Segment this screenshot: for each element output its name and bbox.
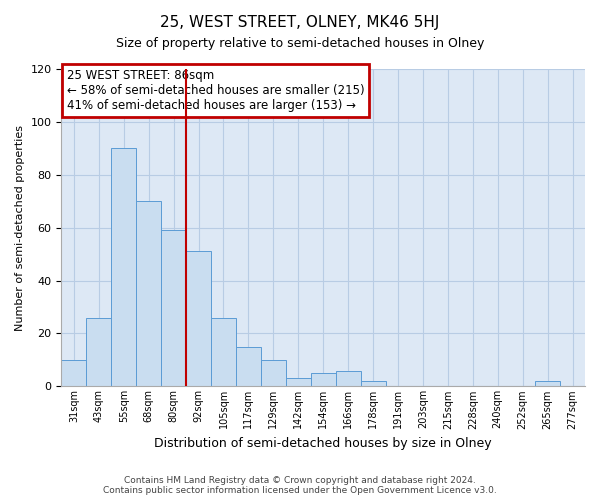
Bar [335,370,361,386]
Bar [535,381,560,386]
Bar [236,346,261,387]
Bar [311,373,335,386]
Bar [286,378,311,386]
Bar [261,360,286,386]
Y-axis label: Number of semi-detached properties: Number of semi-detached properties [15,124,25,330]
Bar [136,201,161,386]
Bar [61,360,86,386]
Bar [186,252,211,386]
Text: 25 WEST STREET: 86sqm
← 58% of semi-detached houses are smaller (215)
41% of sem: 25 WEST STREET: 86sqm ← 58% of semi-deta… [67,69,364,112]
Text: Contains HM Land Registry data © Crown copyright and database right 2024.
Contai: Contains HM Land Registry data © Crown c… [103,476,497,495]
Text: 25, WEST STREET, OLNEY, MK46 5HJ: 25, WEST STREET, OLNEY, MK46 5HJ [160,15,440,30]
Bar [211,318,236,386]
Bar [361,381,386,386]
X-axis label: Distribution of semi-detached houses by size in Olney: Distribution of semi-detached houses by … [154,437,492,450]
Bar [86,318,111,386]
Bar [161,230,186,386]
Bar [111,148,136,386]
Text: Size of property relative to semi-detached houses in Olney: Size of property relative to semi-detach… [116,38,484,51]
